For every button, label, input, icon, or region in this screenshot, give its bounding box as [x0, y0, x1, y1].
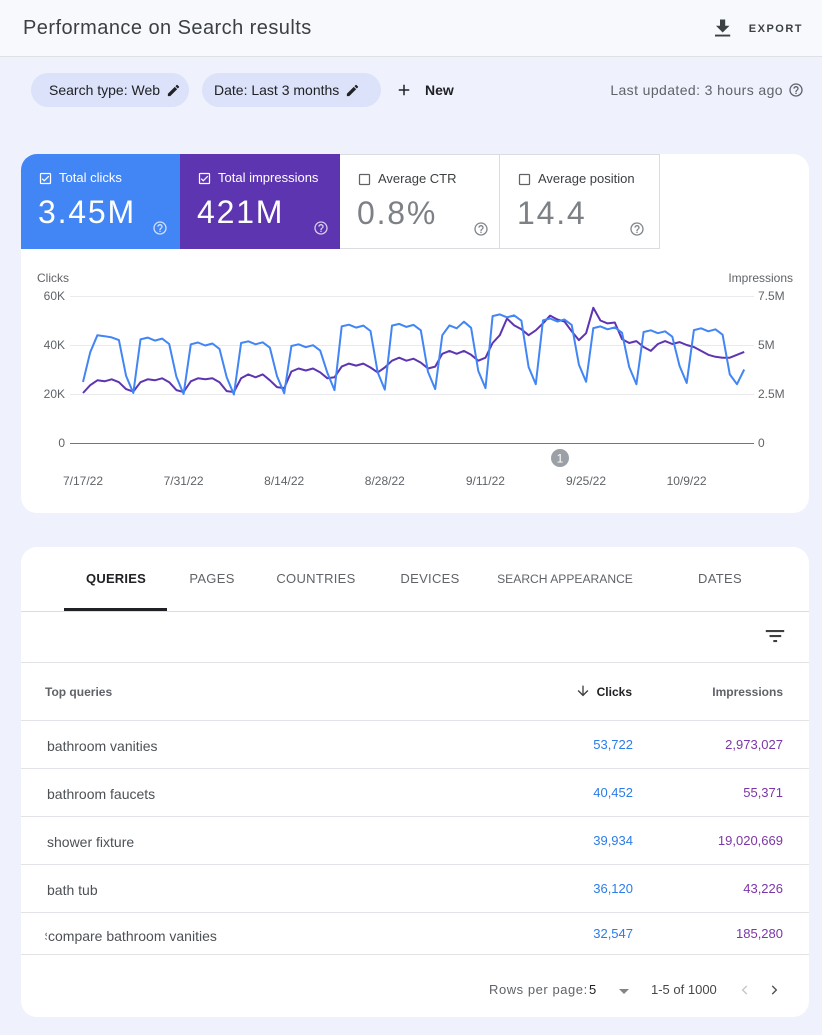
svg-text:9/25/22: 9/25/22 [566, 474, 606, 488]
svg-text:40K: 40K [44, 338, 65, 352]
svg-text:0: 0 [58, 436, 65, 450]
svg-text:1: 1 [557, 452, 564, 466]
svg-text:8/14/22: 8/14/22 [264, 474, 304, 488]
svg-text:2.5M: 2.5M [758, 387, 785, 401]
svg-text:20K: 20K [44, 387, 65, 401]
svg-text:Clicks: Clicks [37, 271, 69, 285]
svg-text:60K: 60K [44, 289, 65, 303]
svg-text:10/9/22: 10/9/22 [667, 474, 707, 488]
svg-text:7/17/22: 7/17/22 [63, 474, 103, 488]
svg-text:9/11/22: 9/11/22 [466, 474, 505, 488]
svg-text:8/28/22: 8/28/22 [365, 474, 405, 488]
svg-text:0: 0 [758, 436, 765, 450]
svg-text:7.5M: 7.5M [758, 289, 785, 303]
svg-text:Impressions: Impressions [728, 271, 793, 285]
svg-text:5M: 5M [758, 338, 775, 352]
svg-text:7/31/22: 7/31/22 [164, 474, 204, 488]
